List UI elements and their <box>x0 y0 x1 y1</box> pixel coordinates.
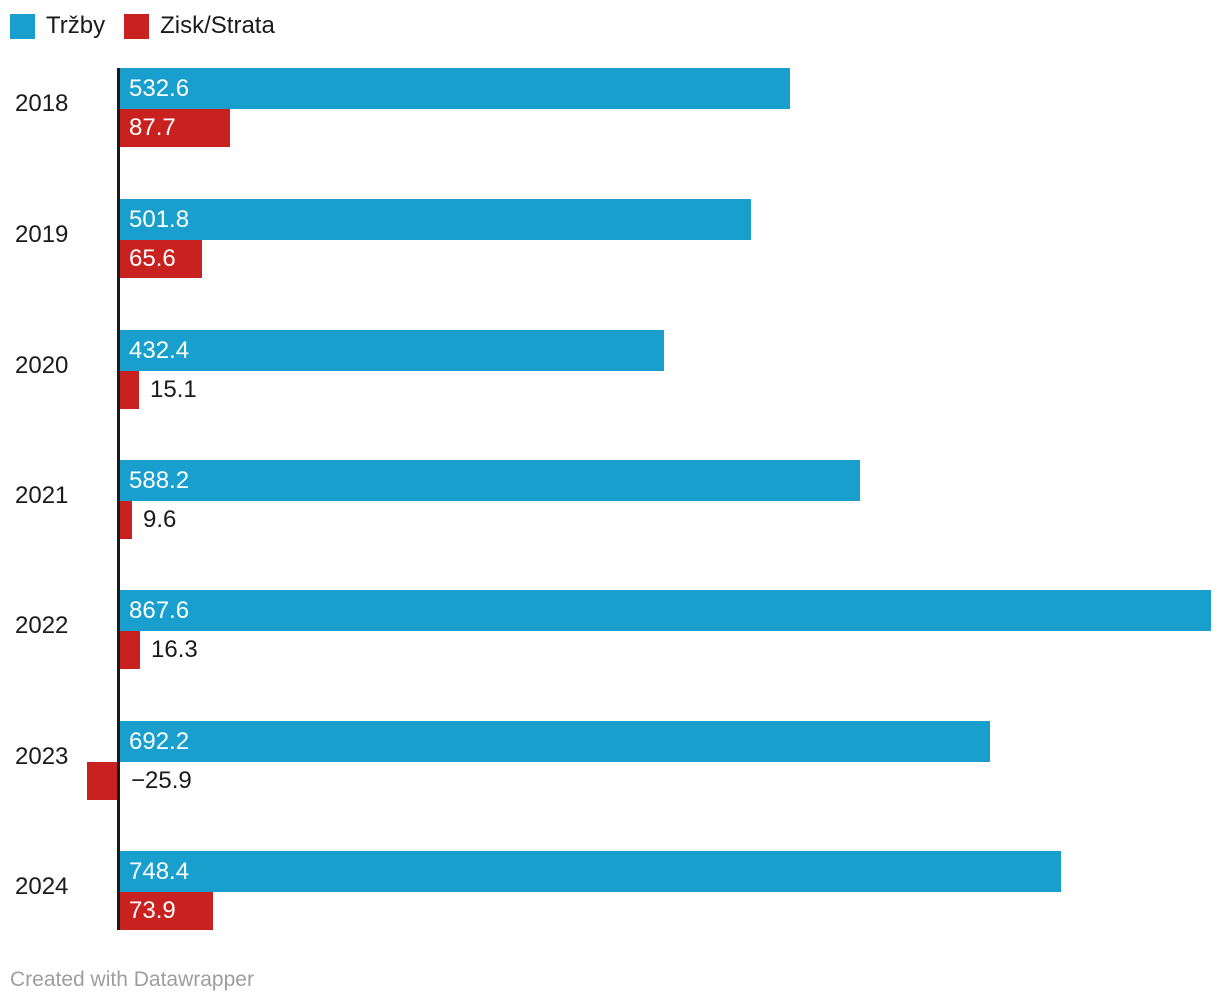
value-label-zisk-strata-2024: 73.9 <box>129 897 176 924</box>
bar-trzby-2018 <box>120 68 790 109</box>
category-label-2024: 2024 <box>15 873 69 900</box>
category-label-2023: 2023 <box>15 743 69 770</box>
value-label-zisk-strata-2019: 65.6 <box>129 245 176 272</box>
bar-trzby-2021 <box>120 460 860 501</box>
value-label-trzby-2018: 532.6 <box>129 74 190 102</box>
bar-zisk-strata-2018 <box>120 109 230 147</box>
baseline-axis <box>117 68 120 930</box>
category-label-2021: 2021 <box>15 482 69 509</box>
category-label-2020: 2020 <box>15 352 69 379</box>
value-label-zisk-strata-2020: 15.1 <box>150 376 197 403</box>
bar-trzby-2020 <box>120 330 664 371</box>
bar-zisk-strata-2024 <box>120 892 213 930</box>
bar-zisk-strata-2021 <box>120 501 132 539</box>
legend-item-trzby: Tržby <box>10 13 105 39</box>
bar-zisk-strata-2023 <box>87 762 120 800</box>
bar-zisk-strata-2019 <box>120 240 202 278</box>
bar-trzby-2024 <box>120 851 1061 892</box>
value-label-trzby-2021: 588.2 <box>129 466 190 494</box>
value-label-trzby-2024: 748.4 <box>129 857 190 885</box>
bar-zisk-strata-2022 <box>120 631 140 669</box>
category-label-2022: 2022 <box>15 612 69 639</box>
legend-swatch-trzby-icon <box>10 13 35 39</box>
value-label-zisk-strata-2021: 9.6 <box>143 506 177 533</box>
bar-zisk-strata-2020 <box>120 371 139 409</box>
bar-trzby-2023 <box>120 721 990 762</box>
value-label-trzby-2022: 867.6 <box>129 596 190 624</box>
value-label-trzby-2023: 692.2 <box>129 727 190 755</box>
category-label-2018: 2018 <box>15 90 69 117</box>
attribution-link[interactable]: Created with Datawrapper <box>10 968 254 991</box>
value-label-zisk-strata-2023: −25.9 <box>131 767 192 794</box>
bar-trzby-2022 <box>120 590 1211 631</box>
value-label-zisk-strata-2018: 87.7 <box>129 114 176 141</box>
legend-label-trzby: Tržby <box>46 12 106 39</box>
value-label-trzby-2020: 432.4 <box>129 336 190 364</box>
bar-trzby-2019 <box>120 199 751 240</box>
legend: Tržby Zisk/Strata <box>10 13 275 39</box>
legend-item-zisk-strata: Zisk/Strata <box>124 13 275 39</box>
value-label-zisk-strata-2022: 16.3 <box>151 636 198 663</box>
legend-swatch-zisk-strata-icon <box>124 13 150 39</box>
value-label-trzby-2019: 501.8 <box>129 205 190 233</box>
category-label-2019: 2019 <box>15 221 69 248</box>
legend-label-zisk-strata: Zisk/Strata <box>160 12 275 39</box>
